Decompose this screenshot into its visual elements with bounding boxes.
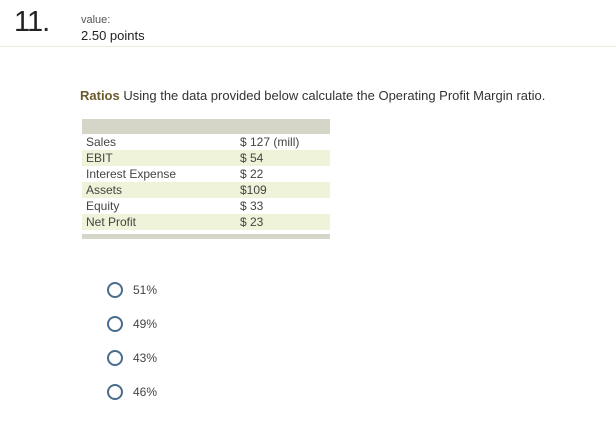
row-label: Assets: [82, 182, 236, 198]
option-label[interactable]: 46%: [133, 385, 158, 399]
row-label: Sales: [82, 134, 236, 150]
answer-option-4[interactable]: 46%: [107, 375, 157, 409]
answer-option-3[interactable]: 43%: [107, 341, 157, 375]
question-body: Using the data provided below calculate …: [123, 88, 546, 103]
answer-options: 51% 49% 43% 46%: [107, 273, 157, 409]
table-header-bar: [82, 119, 330, 134]
row-label: Interest Expense: [82, 166, 236, 182]
row-value: $ 33: [236, 198, 330, 214]
table-row: Interest Expense $ 22: [82, 166, 330, 182]
radio-button[interactable]: [107, 350, 123, 366]
row-value: $ 23: [236, 214, 330, 230]
row-value: $ 127 (mill): [236, 134, 330, 150]
row-value: $ 22: [236, 166, 330, 182]
table-row: Equity $ 33: [82, 198, 330, 214]
question-text: Ratios Using the data provided below cal…: [80, 88, 545, 103]
value-label: value:: [81, 14, 111, 26]
row-value: $ 54: [236, 150, 330, 166]
option-label[interactable]: 43%: [133, 351, 158, 365]
row-label: EBIT: [82, 150, 236, 166]
radio-button[interactable]: [107, 384, 123, 400]
table-footer-bar: [82, 234, 330, 239]
answer-option-2[interactable]: 49%: [107, 307, 157, 341]
answer-option-1[interactable]: 51%: [107, 273, 157, 307]
row-label: Equity: [82, 198, 236, 214]
data-table: Sales $ 127 (mill) EBIT $ 54 Interest Ex…: [82, 119, 330, 239]
table-row: EBIT $ 54: [82, 150, 330, 166]
points-value: 2.50 points: [81, 28, 145, 43]
radio-button[interactable]: [107, 282, 123, 298]
value-block: value: 2.50 points: [81, 14, 145, 44]
radio-button[interactable]: [107, 316, 123, 332]
option-label[interactable]: 51%: [133, 283, 158, 297]
row-label: Net Profit: [82, 214, 236, 230]
question-number: 11.: [14, 6, 50, 38]
header-divider: [0, 46, 616, 47]
table-row: Assets $109: [82, 182, 330, 198]
table-row: Sales $ 127 (mill): [82, 134, 330, 150]
question-title: Ratios: [80, 88, 120, 103]
row-value: $109: [236, 182, 330, 198]
table-row: Net Profit $ 23: [82, 214, 330, 230]
option-label[interactable]: 49%: [133, 317, 158, 331]
financial-data-table: Sales $ 127 (mill) EBIT $ 54 Interest Ex…: [82, 134, 330, 230]
